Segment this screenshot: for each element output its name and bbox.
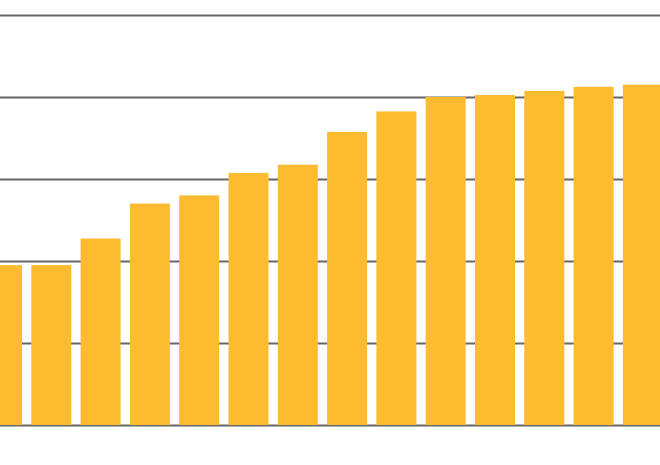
bar-2 [31,265,72,425]
bar-5 [179,195,220,425]
bar-4 [129,203,170,425]
bar-3 [80,238,121,425]
bar-6 [228,172,269,425]
bar-8 [327,131,368,425]
bar-11 [475,95,515,425]
bar-12 [524,90,565,426]
bar-1 [0,265,22,425]
bar-14 [622,84,660,425]
bar-13 [573,86,614,426]
bar-7 [277,164,318,425]
bar-10 [425,97,466,425]
bar-9 [376,111,417,426]
bars [0,84,660,426]
